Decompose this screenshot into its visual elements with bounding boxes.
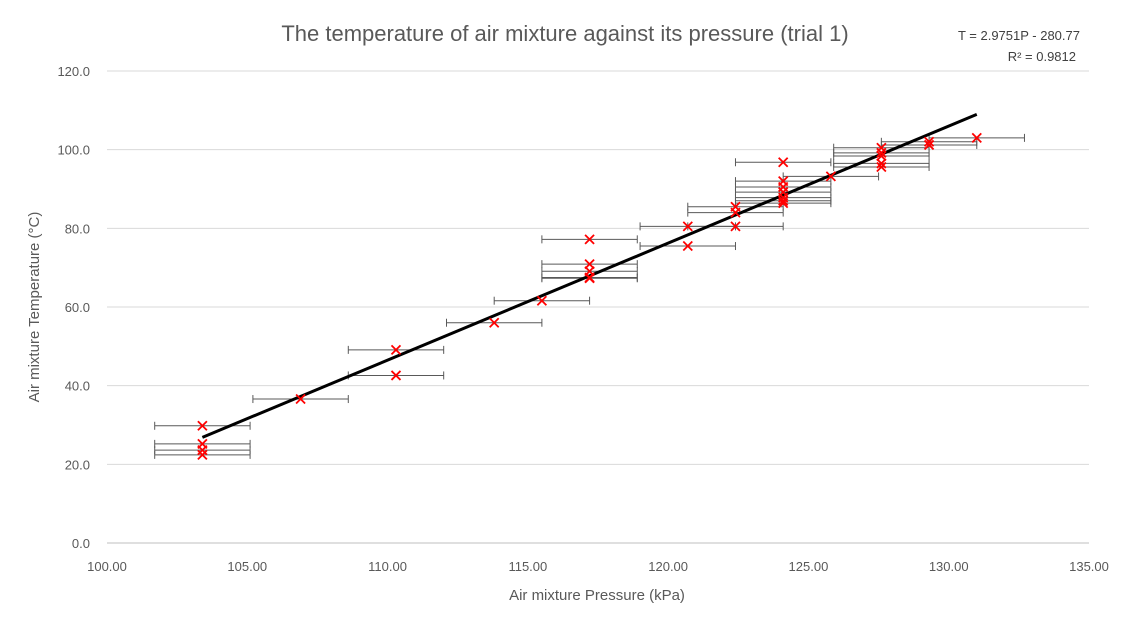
data-point bbox=[390, 370, 402, 381]
data-point-stroke bbox=[778, 195, 789, 206]
data-point bbox=[197, 420, 208, 431]
data-point-stroke bbox=[489, 317, 500, 328]
data-point-stroke bbox=[197, 445, 208, 456]
data-point-stroke bbox=[584, 234, 595, 245]
data-point-stroke bbox=[730, 221, 741, 232]
data-point bbox=[876, 161, 887, 173]
data-point-stroke bbox=[197, 449, 208, 461]
y-tick-label: 100.0 bbox=[57, 143, 90, 158]
data-point-stroke bbox=[584, 273, 595, 284]
y-tick-label: 20.0 bbox=[65, 457, 90, 472]
data-point-stroke bbox=[390, 370, 402, 381]
x-axis-ticks: 100.00 105.00 110.00 115.00 120.00 125.00 130.… bbox=[87, 559, 1109, 574]
data-point bbox=[923, 136, 935, 147]
x-tick-label: 135.00 bbox=[1069, 559, 1109, 574]
data-point bbox=[778, 157, 789, 168]
data-point bbox=[730, 207, 741, 218]
data-point bbox=[197, 449, 208, 461]
data-point bbox=[971, 132, 982, 144]
x-axis-title: Air mixture Pressure (kPa) bbox=[509, 587, 685, 604]
gridlines bbox=[107, 70, 1089, 544]
data-point bbox=[489, 317, 500, 328]
data-point bbox=[876, 147, 887, 158]
data-point bbox=[682, 240, 693, 252]
data-point bbox=[923, 139, 935, 151]
data-point bbox=[876, 158, 887, 169]
data-point-stroke bbox=[730, 207, 741, 218]
data-point-stroke bbox=[778, 198, 789, 209]
data-point bbox=[825, 171, 837, 182]
data-point-stroke bbox=[876, 161, 887, 173]
data-point bbox=[730, 221, 741, 232]
x-tick-label: 100.00 bbox=[87, 559, 127, 574]
y-tick-label: 0.0 bbox=[72, 536, 90, 551]
trendline-r-squared: R² = 0.9812 bbox=[1008, 49, 1076, 64]
x-tick-label: 125.00 bbox=[789, 559, 829, 574]
chart-title: The temperature of air mixture against i… bbox=[281, 21, 848, 46]
data-point bbox=[778, 198, 789, 209]
data-point-stroke bbox=[971, 132, 982, 144]
data-point-stroke bbox=[390, 344, 402, 356]
y-axis-title: Air mixture Temperature (°C) bbox=[26, 212, 43, 403]
data-point-stroke bbox=[923, 136, 935, 147]
x-tick-label: 120.00 bbox=[648, 559, 688, 574]
x-tick-label: 130.00 bbox=[929, 559, 969, 574]
trendline bbox=[201, 113, 978, 439]
y-tick-label: 80.0 bbox=[65, 221, 90, 236]
data-point bbox=[778, 195, 789, 206]
data-point-stroke bbox=[876, 158, 887, 169]
data-point-stroke bbox=[778, 157, 789, 168]
data-point-stroke bbox=[295, 393, 306, 405]
data-point bbox=[295, 393, 306, 405]
x-tick-label: 110.00 bbox=[368, 559, 407, 574]
y-axis-ticks: 0.0 20.0 40.0 60.0 80.0 100.0 120.0 bbox=[57, 64, 90, 551]
data-point-stroke bbox=[825, 171, 837, 182]
data-point-stroke bbox=[536, 295, 548, 306]
data-point bbox=[197, 445, 208, 456]
data-point bbox=[876, 150, 887, 162]
x-tick-label: 105.00 bbox=[227, 559, 267, 574]
data-point-stroke bbox=[682, 221, 693, 232]
trendline-group bbox=[201, 113, 978, 439]
y-tick-label: 40.0 bbox=[65, 379, 90, 394]
data-point-stroke bbox=[682, 240, 693, 252]
data-point bbox=[390, 344, 402, 356]
data-point bbox=[682, 221, 693, 232]
y-tick-label: 60.0 bbox=[65, 300, 90, 315]
data-point bbox=[584, 234, 595, 245]
data-point bbox=[584, 273, 595, 284]
data-point-stroke bbox=[876, 147, 887, 158]
data-point bbox=[536, 295, 548, 306]
data-point-stroke bbox=[876, 150, 887, 162]
trendline-equation: T = 2.9751P - 280.77 bbox=[958, 28, 1080, 43]
x-tick-label: 115.00 bbox=[508, 559, 547, 574]
error-bars bbox=[154, 133, 1025, 459]
y-tick-label: 120.0 bbox=[57, 64, 90, 79]
data-points bbox=[197, 132, 982, 461]
data-point-stroke bbox=[923, 139, 935, 151]
data-point-stroke bbox=[197, 420, 208, 431]
